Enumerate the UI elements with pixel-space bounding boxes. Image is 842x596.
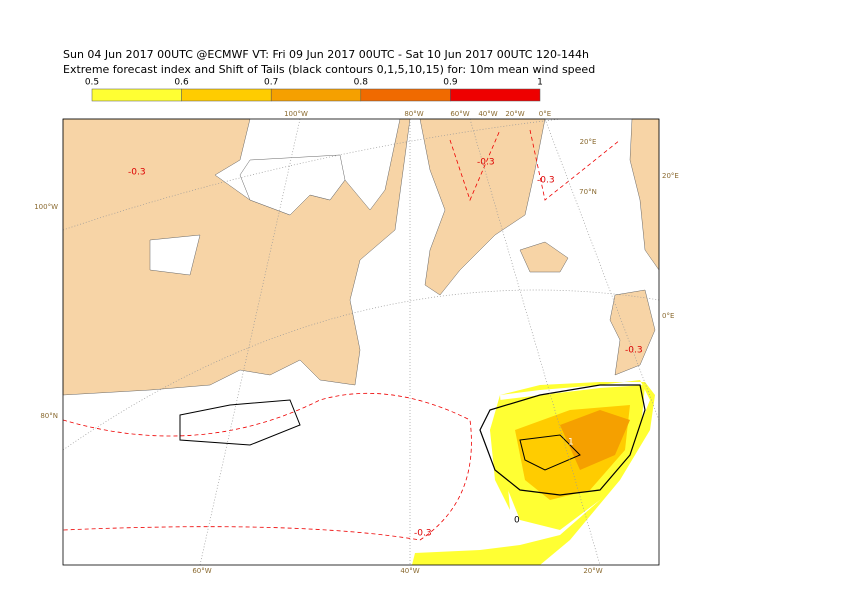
colorbar-tick-label: 0.5 xyxy=(85,78,99,88)
grid-label: 0°E xyxy=(662,312,674,320)
grid-label: 20°E xyxy=(580,138,597,146)
grid-label: 40°W xyxy=(478,110,497,118)
contour-label: -0.3 xyxy=(537,176,555,186)
colorbar-box xyxy=(450,88,541,102)
grid-label: 100°W xyxy=(284,110,308,118)
colorbar-tick-label: 0.8 xyxy=(354,78,369,88)
colorbar-tick-label: 1 xyxy=(537,78,543,88)
sot-contour xyxy=(519,434,581,471)
contour-label: 1 xyxy=(568,438,574,448)
water xyxy=(239,154,346,216)
colorbar-box xyxy=(360,88,451,102)
grid-label: 20°W xyxy=(583,567,602,575)
grid-label: 20°W xyxy=(505,110,524,118)
contour-label: -0.3 xyxy=(128,168,146,178)
title-line: Extreme forecast index and Shift of Tail… xyxy=(63,63,595,76)
grid-label: 60°W xyxy=(192,567,211,575)
colorbar-box xyxy=(270,88,362,102)
efi-neg-contour xyxy=(449,129,621,202)
colorbar-tick-label: 0.7 xyxy=(264,78,278,88)
map: 100°W 80°W 60°W 40°W 20°W 0°E 20°E 20°E … xyxy=(34,110,679,575)
grid-label: 40°W xyxy=(400,567,419,575)
land-iceland xyxy=(519,241,569,273)
title-line: Sun 04 Jun 2017 00UTC @ECMWF VT: Fri 09 … xyxy=(63,48,589,61)
grid-label: 80°W xyxy=(404,110,423,118)
grid-label: 0°E xyxy=(539,110,551,118)
land-greenland xyxy=(419,118,546,296)
colorbar: 0.5 0.6 0.7 0.8 0.9 1 xyxy=(85,78,543,102)
lake xyxy=(149,234,201,276)
land-uk xyxy=(609,289,656,376)
colorbar-tick-label: 0.6 xyxy=(174,78,189,88)
sot-contour xyxy=(179,399,301,446)
grid-label: 20°E xyxy=(662,172,679,180)
efi-0-7 xyxy=(560,410,630,470)
grid-label: 100°W xyxy=(34,203,58,211)
colorbar-box xyxy=(91,88,182,102)
map-frame xyxy=(62,118,660,566)
sot-contour xyxy=(479,384,646,496)
grid-label: 60°W xyxy=(450,110,469,118)
grid-label: 80°N xyxy=(40,412,58,420)
graticule xyxy=(62,118,660,566)
colorbar-tick-label: 0.9 xyxy=(443,78,458,88)
colorbar-box xyxy=(181,88,272,102)
contour-label: 0 xyxy=(514,516,520,526)
contour-label: -0.3 xyxy=(625,346,643,356)
contour-label: -0.3 xyxy=(414,529,432,539)
contour-label: -0.3 xyxy=(477,158,495,168)
grid-label: 70°N xyxy=(579,188,597,196)
